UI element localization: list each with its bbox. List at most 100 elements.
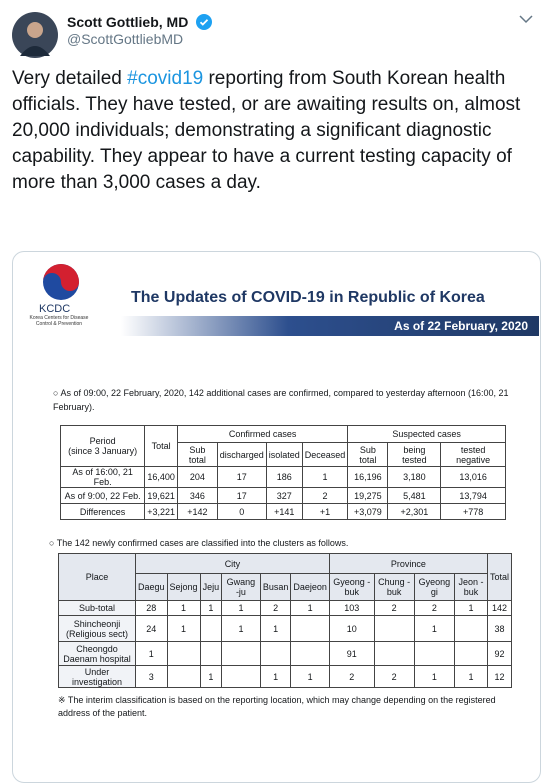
cell bbox=[290, 615, 330, 642]
cell: 28 bbox=[135, 600, 168, 616]
cell: 1 bbox=[413, 615, 456, 642]
cell: 17 bbox=[216, 466, 267, 488]
menu-caret[interactable] bbox=[518, 14, 534, 24]
cell bbox=[454, 641, 488, 666]
attached-image[interactable]: KCDC Korea Centers for Disease Control &… bbox=[12, 251, 541, 783]
note: ○ As of 09:00, 22 February, 2020, 142 ad… bbox=[53, 388, 509, 412]
header-cell: Daejeon bbox=[290, 573, 330, 601]
header-cell: Sub total bbox=[347, 442, 389, 467]
cell: 2 bbox=[259, 600, 292, 616]
header-cell: Jeon -buk bbox=[454, 573, 488, 601]
cell: 2 bbox=[373, 665, 415, 688]
table-row: Cheongdo Daenam hospital 1 91 92 bbox=[58, 641, 513, 666]
cell bbox=[221, 665, 261, 688]
cell: 142 bbox=[486, 600, 513, 616]
table-row: Differences +3,221 +142 0 +141 +1 +3,079 +2,301… bbox=[59, 503, 506, 520]
cell: 103 bbox=[328, 600, 375, 616]
cell: 12 bbox=[486, 665, 513, 688]
logo-subtext: Korea Centers for Disease Control & Prev… bbox=[29, 315, 89, 327]
header-cell: Gyeong gi bbox=[413, 573, 456, 601]
cell bbox=[166, 641, 201, 666]
header-cell: Gyeong -buk bbox=[328, 573, 375, 601]
header-cell: Daegu bbox=[135, 573, 168, 601]
note: ○ The 142 newly confirmed cases are clas… bbox=[49, 538, 349, 548]
cell: 2 bbox=[373, 600, 415, 616]
cell bbox=[166, 665, 201, 688]
cell: 92 bbox=[486, 641, 513, 666]
header-cell: Suspected cases bbox=[347, 425, 506, 443]
cell: 10 bbox=[328, 615, 375, 642]
cell: 0 bbox=[216, 503, 267, 520]
header-cell: Busan bbox=[259, 573, 292, 601]
cell bbox=[290, 641, 330, 666]
verified-badge bbox=[196, 14, 212, 30]
cell bbox=[413, 641, 456, 666]
cell bbox=[199, 641, 223, 666]
cell: As of 16:00, 21 Feb. bbox=[59, 466, 146, 488]
header-cell: Gwang -ju bbox=[221, 573, 261, 601]
cell bbox=[454, 615, 488, 642]
cluster-table: Place City Province Total Daegu Sejong Jeju Gw… bbox=[58, 553, 513, 688]
cell: 16,196 bbox=[347, 466, 389, 488]
cell: Differences bbox=[59, 503, 146, 520]
cell: 2 bbox=[301, 487, 349, 504]
cell: 1 bbox=[259, 665, 292, 688]
image-title: The Updates of COVID-19 in Republic of K… bbox=[131, 289, 485, 306]
cell: 3,180 bbox=[387, 466, 442, 488]
header-cell: Deceased bbox=[301, 442, 349, 467]
cell: 1 bbox=[290, 665, 330, 688]
cell bbox=[199, 615, 223, 642]
cell: Cheongdo Daenam hospital bbox=[58, 641, 136, 666]
cell: +1 bbox=[301, 503, 349, 520]
user-handle[interactable]: @ScottGottliebMD bbox=[67, 31, 184, 47]
header-cell: Sub total bbox=[176, 442, 218, 467]
header-cell: Chung -buk bbox=[373, 573, 415, 601]
table-row: Under investigation 3 1 1 1 2 2 1 1 12 bbox=[58, 665, 513, 688]
cell: +141 bbox=[265, 503, 303, 520]
cell: Sub-total bbox=[58, 600, 136, 616]
cell: +2,301 bbox=[387, 503, 442, 520]
header-cell: Province bbox=[328, 553, 488, 574]
header-cell: isolated bbox=[265, 442, 303, 467]
user-name[interactable]: Scott Gottlieb, MD bbox=[67, 14, 189, 30]
avatar[interactable] bbox=[12, 12, 58, 58]
cell: 3 bbox=[135, 665, 168, 688]
test-table: Period (since 3 January) Total Confirmed ca… bbox=[59, 425, 506, 520]
header-cell: Total bbox=[486, 553, 513, 601]
cell: 17 bbox=[216, 487, 267, 504]
cell: 13,016 bbox=[440, 466, 506, 488]
header-cell: Period (since 3 January) bbox=[59, 425, 146, 467]
cell bbox=[221, 641, 261, 666]
cell: 204 bbox=[176, 466, 218, 488]
note-text: As of 09:00, 22 February, 2020, 142 addi… bbox=[53, 388, 509, 412]
header-cell: City bbox=[135, 553, 330, 574]
table-row: Shincheonji (Religious sect) 24 1 1 1 10 1 38 bbox=[58, 615, 513, 642]
header-cell: discharged bbox=[216, 442, 267, 467]
cell: 24 bbox=[135, 615, 168, 642]
tweet-text: Very detailed #covid19 reporting from So… bbox=[12, 66, 542, 196]
cell: +3,221 bbox=[144, 503, 178, 520]
table-row: As of 16:00, 21 Feb. 16,400 204 17 186 1 16,19… bbox=[59, 466, 506, 488]
cell: 13,794 bbox=[440, 487, 506, 504]
table-row: As of 9:00, 22 Feb. 19,621 346 17 327 2 19,275… bbox=[59, 487, 506, 504]
text: (since 3 January) bbox=[68, 446, 138, 456]
header-cell: tested negative bbox=[440, 442, 506, 467]
cell: 327 bbox=[265, 487, 303, 504]
date: As of 22 February, 2020 bbox=[394, 319, 528, 333]
cell bbox=[373, 615, 415, 642]
header-cell: Jeju bbox=[199, 573, 223, 601]
cell: +778 bbox=[440, 503, 506, 520]
kcdc-logo bbox=[43, 264, 79, 300]
cell: 2 bbox=[413, 600, 456, 616]
cell: 186 bbox=[265, 466, 303, 488]
cell: 1 bbox=[199, 600, 223, 616]
header-cell: being tested bbox=[387, 442, 442, 467]
cell: 19,275 bbox=[347, 487, 389, 504]
cell: 1 bbox=[413, 665, 456, 688]
hashtag[interactable]: #covid19 bbox=[127, 68, 204, 89]
cell: 1 bbox=[166, 600, 201, 616]
cell: 38 bbox=[486, 615, 513, 642]
cell: 1 bbox=[290, 600, 330, 616]
date-bar bbox=[121, 316, 539, 336]
